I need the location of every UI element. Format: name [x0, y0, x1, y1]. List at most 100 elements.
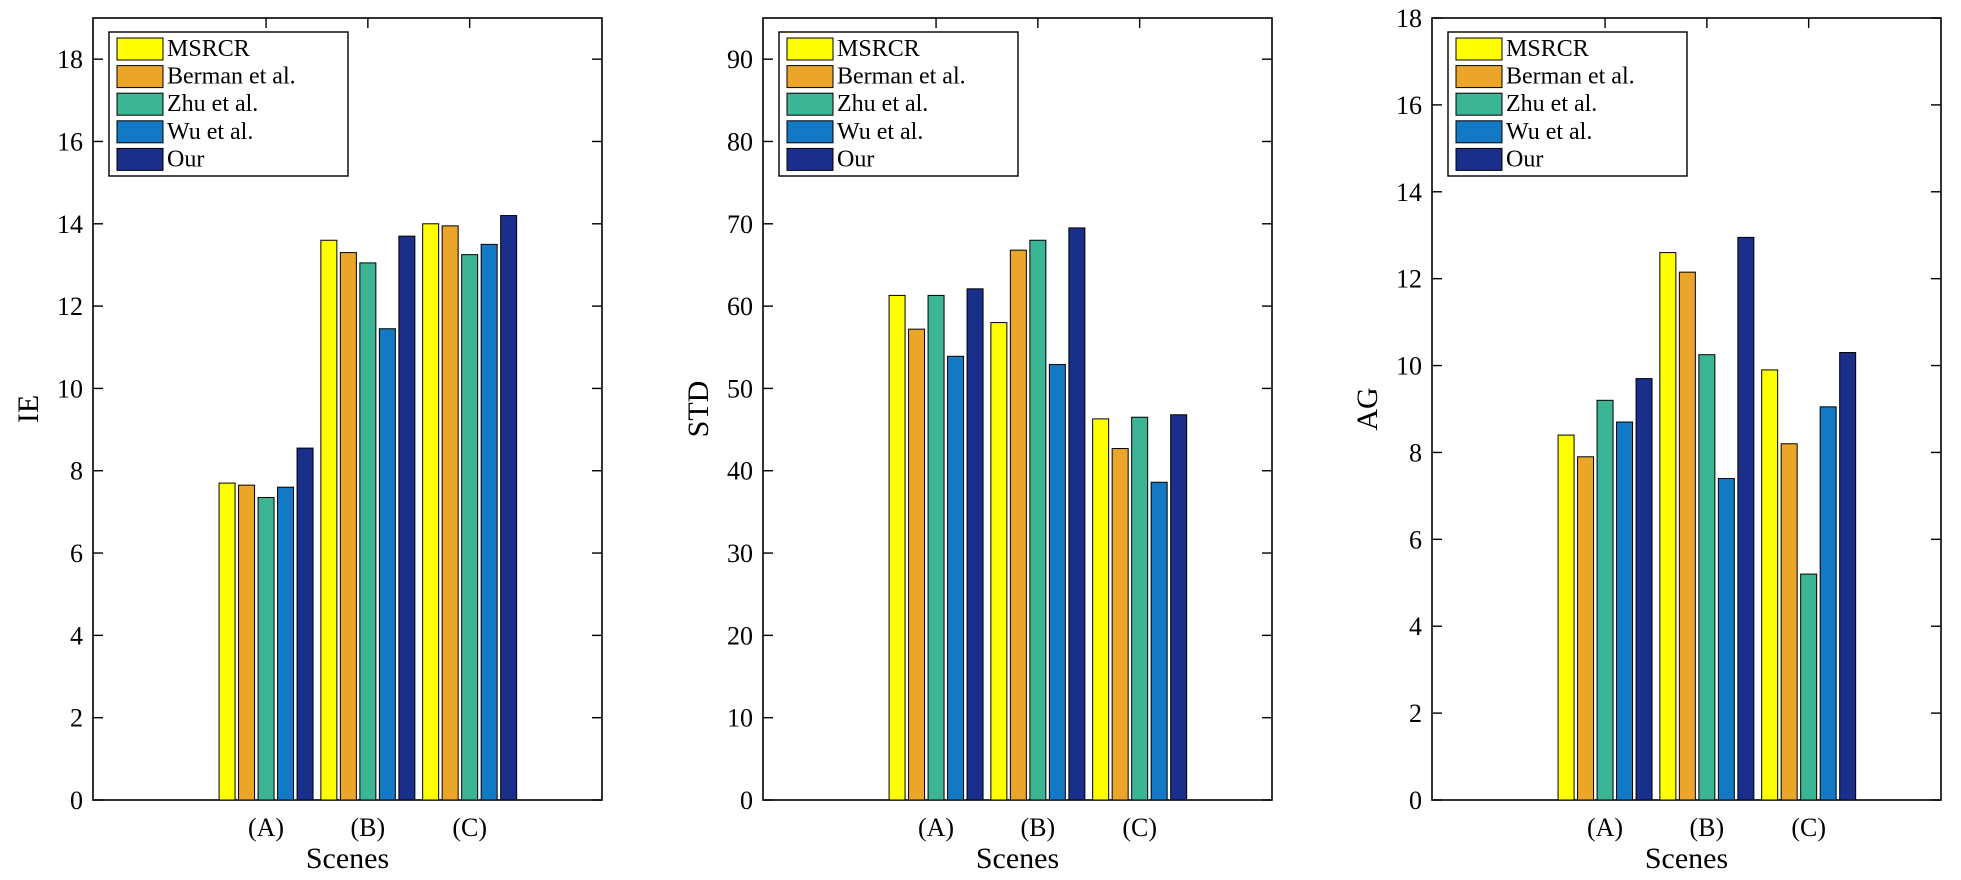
- y-tick-label: 80: [727, 127, 753, 156]
- legend-swatch: [116, 65, 164, 89]
- bar-berman-et-al-0: [1577, 456, 1595, 801]
- x-axis-label: Scenes: [306, 842, 389, 875]
- legend-label: Berman et al.: [167, 64, 296, 90]
- legend-label: Our: [167, 146, 204, 172]
- y-tick-label: 14: [1396, 178, 1422, 207]
- y-tick-label: 8: [70, 457, 83, 486]
- chart-panel-3: 0 2 4 6 8 10 12 14 16 18 AG (A) (B) (C) Scenes MSRCRBer…: [1351, 4, 1942, 875]
- bar-wu-et-al-1: [1717, 478, 1735, 801]
- bar-wu-et-al-0: [277, 486, 295, 801]
- y-tick-label: 16: [1396, 91, 1422, 120]
- bar-wu-et-al-2: [480, 243, 498, 801]
- y-tick-label: 10: [1396, 352, 1422, 381]
- y-tick-label: 18: [1396, 4, 1422, 33]
- bar-berman-et-al-0: [238, 484, 256, 801]
- bar-wu-et-al-2: [1150, 481, 1168, 801]
- legend-swatch: [786, 92, 834, 116]
- y-tick-label: 40: [727, 457, 753, 486]
- y-tick-label: 8: [1409, 438, 1422, 467]
- x-tick-label: (A): [1587, 813, 1623, 842]
- bar-wu-et-al-1: [1048, 364, 1066, 801]
- y-tick-label: 4: [1409, 612, 1422, 641]
- bar-zhu-et-al-0: [1596, 399, 1614, 801]
- bar-our-1: [398, 235, 416, 801]
- bar-msrcr-2: [1761, 369, 1779, 801]
- legend-label: Zhu et al.: [837, 91, 928, 117]
- bar-msrcr-1: [990, 322, 1008, 801]
- legend-swatch: [786, 120, 834, 144]
- bar-berman-et-al-1: [1678, 271, 1696, 801]
- y-tick-label: 18: [57, 45, 83, 74]
- x-tick-label: (B): [1690, 813, 1725, 842]
- bar-berman-et-al-1: [339, 252, 357, 801]
- y-tick-label: 2: [1409, 699, 1422, 728]
- legend-swatch: [116, 92, 164, 116]
- legend-label: Wu et al.: [167, 119, 253, 145]
- bar-our-2: [500, 215, 518, 801]
- bar-zhu-et-al-1: [1698, 354, 1716, 801]
- y-tick-label: 10: [57, 374, 83, 403]
- y-axis-label: STD: [682, 381, 715, 438]
- bar-zhu-et-al-2: [1131, 416, 1149, 801]
- legend-swatch: [1455, 147, 1503, 171]
- chart-panel-2: 0 10 20 30 40 50 60 70 80 90 STD (A) (B) (C) Scenes MSR…: [682, 17, 1273, 875]
- legend-swatch: [1455, 65, 1503, 89]
- y-axis-label: IE: [12, 395, 45, 423]
- x-tick-label: (B): [1021, 813, 1056, 842]
- y-tick-label: 14: [57, 210, 83, 239]
- legend-label: Wu et al.: [837, 119, 923, 145]
- legend-swatch: [1455, 37, 1503, 61]
- bar-msrcr-2: [422, 223, 440, 801]
- legend-label: Zhu et al.: [1506, 91, 1597, 117]
- bar-berman-et-al-2: [1111, 448, 1129, 801]
- bar-berman-et-al-1: [1009, 249, 1027, 801]
- y-tick-label: 50: [727, 374, 753, 403]
- bar-msrcr-1: [1659, 252, 1677, 801]
- legend-label: Zhu et al.: [167, 91, 258, 117]
- y-tick-label: 0: [1409, 786, 1422, 815]
- bar-msrcr-1: [320, 239, 338, 801]
- x-tick-label: (A): [918, 813, 954, 842]
- bar-zhu-et-al-2: [461, 254, 479, 801]
- bar-wu-et-al-1: [378, 328, 396, 801]
- x-axis-label: Scenes: [976, 842, 1059, 875]
- x-tick-label: (C): [452, 813, 487, 842]
- y-tick-label: 12: [1396, 265, 1422, 294]
- y-tick-label: 6: [1409, 525, 1422, 554]
- y-tick-label: 10: [727, 704, 753, 733]
- legend-swatch: [1455, 92, 1503, 116]
- y-tick-label: 0: [70, 786, 83, 815]
- bar-our-1: [1737, 236, 1755, 801]
- legend-swatch: [116, 37, 164, 61]
- bar-zhu-et-al-1: [1029, 239, 1047, 801]
- y-tick-label: 12: [57, 292, 83, 321]
- y-tick-label: 4: [70, 621, 83, 650]
- y-tick-label: 90: [727, 45, 753, 74]
- x-tick-label: (A): [248, 813, 284, 842]
- bar-berman-et-al-2: [1780, 443, 1798, 801]
- y-tick-label: 16: [57, 127, 83, 156]
- x-tick-label: (C): [1122, 813, 1157, 842]
- y-axis-label: AG: [1351, 387, 1384, 430]
- y-tick-label: 0: [740, 786, 753, 815]
- legend-label: Our: [1506, 146, 1543, 172]
- y-tick-label: 70: [727, 210, 753, 239]
- bar-msrcr-0: [218, 482, 236, 801]
- legend-label: MSRCR: [1506, 36, 1589, 62]
- bar-berman-et-al-0: [908, 328, 926, 801]
- legend-label: Wu et al.: [1506, 119, 1592, 145]
- bar-msrcr-2: [1092, 418, 1110, 801]
- bar-berman-et-al-2: [441, 225, 459, 801]
- y-tick-label: 20: [727, 621, 753, 650]
- bar-our-0: [296, 447, 314, 801]
- bar-our-2: [1839, 352, 1857, 801]
- x-tick-label: (B): [351, 813, 386, 842]
- bar-msrcr-0: [888, 294, 906, 801]
- legend-label: MSRCR: [167, 36, 250, 62]
- legend-swatch: [1455, 120, 1503, 144]
- bar-our-0: [1635, 378, 1653, 801]
